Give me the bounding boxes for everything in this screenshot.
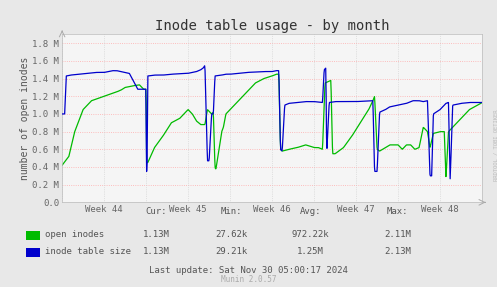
Text: RRDTOOL / TOBI OETIKER: RRDTOOL / TOBI OETIKER (494, 109, 497, 181)
Y-axis label: number of open inodes: number of open inodes (20, 57, 30, 180)
Text: inode table size: inode table size (45, 247, 131, 256)
Text: 27.62k: 27.62k (215, 230, 247, 239)
Text: Last update: Sat Nov 30 05:00:17 2024: Last update: Sat Nov 30 05:00:17 2024 (149, 266, 348, 275)
Text: Max:: Max: (387, 207, 409, 216)
Text: 1.13M: 1.13M (143, 230, 170, 239)
Text: Avg:: Avg: (300, 207, 322, 216)
Text: 1.13M: 1.13M (143, 247, 170, 256)
Text: Cur:: Cur: (146, 207, 167, 216)
Text: 2.13M: 2.13M (384, 247, 411, 256)
Text: 1.25M: 1.25M (297, 247, 324, 256)
Text: open inodes: open inodes (45, 230, 104, 239)
Title: Inode table usage - by month: Inode table usage - by month (155, 19, 389, 33)
Text: 972.22k: 972.22k (292, 230, 330, 239)
Text: 29.21k: 29.21k (215, 247, 247, 256)
Text: Munin 2.0.57: Munin 2.0.57 (221, 275, 276, 284)
Text: Min:: Min: (220, 207, 242, 216)
Text: 2.11M: 2.11M (384, 230, 411, 239)
